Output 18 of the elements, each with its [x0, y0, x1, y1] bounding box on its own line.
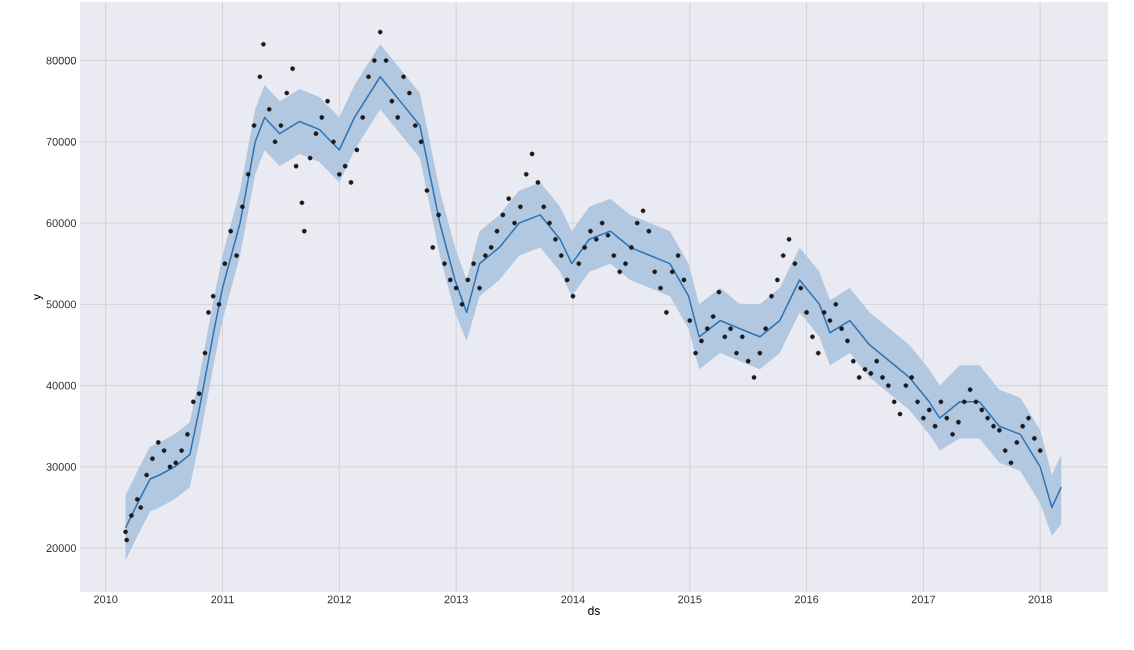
x-tick-label: 2010	[94, 595, 118, 604]
x-tick-label: 2017	[911, 595, 936, 604]
y-tick-label: 50000	[46, 300, 77, 309]
y-tick-label: 80000	[46, 56, 77, 65]
y-tick-label: 20000	[46, 544, 77, 552]
x-axis-title: ds	[588, 606, 600, 615]
y-axis-title: y	[34, 294, 44, 300]
y-tick-label: 70000	[46, 137, 77, 146]
x-tick-label: 2012	[327, 595, 351, 604]
x-tick-label: 2011	[211, 595, 234, 604]
x-tick-label: 2013	[444, 595, 468, 604]
x-tick-label: 2014	[561, 595, 585, 604]
y-tick-label: 40000	[46, 381, 77, 390]
y-tick-label: 30000	[46, 462, 77, 471]
y-tick-label: 60000	[46, 219, 77, 227]
x-tick-label: 2015	[678, 595, 702, 604]
x-tick-label: 2018	[1028, 595, 1052, 604]
x-tick-label: 2016	[794, 595, 819, 604]
